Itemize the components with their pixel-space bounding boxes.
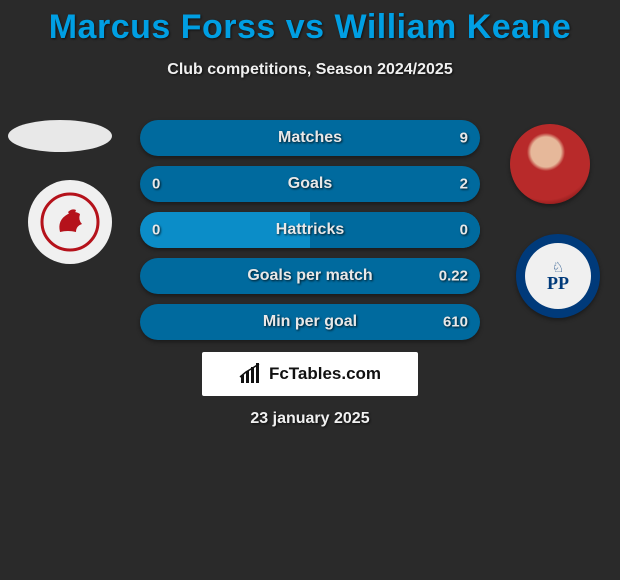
preston-north-end-crest: ♘ PP (516, 234, 600, 318)
fctables-logo[interactable]: FcTables.com (202, 352, 418, 396)
stat-row-goals: 0 Goals 2 (140, 166, 480, 202)
stat-label: Min per goal (263, 313, 357, 331)
bar-chart-icon (239, 363, 263, 385)
stat-left-value: 0 (152, 176, 160, 193)
date-text: 23 january 2025 (0, 410, 620, 428)
preston-monogram: PP (547, 274, 569, 292)
marcus-forss-avatar (8, 120, 112, 152)
stat-right-value: 2 (460, 176, 468, 193)
stat-row-min-per-goal: Min per goal 610 (140, 304, 480, 340)
stat-right-value: 0 (460, 222, 468, 239)
lamb-icon: ♘ (552, 260, 565, 274)
stat-row-matches: Matches 9 (140, 120, 480, 156)
middlesbrough-crest (28, 180, 112, 264)
page-subtitle: Club competitions, Season 2024/2025 (0, 61, 620, 79)
stat-label: Matches (278, 129, 342, 147)
stat-label: Goals (288, 175, 332, 193)
stat-label: Hattricks (276, 221, 344, 239)
stats-panel: Matches 9 0 Goals 2 0 Hattricks 0 Goals … (140, 120, 480, 350)
stat-row-goals-per-match: Goals per match 0.22 (140, 258, 480, 294)
page-title: Marcus Forss vs William Keane (0, 0, 620, 47)
stat-row-hattricks: 0 Hattricks 0 (140, 212, 480, 248)
logo-text: FcTables.com (269, 364, 381, 384)
stat-right-value: 9 (460, 130, 468, 147)
stat-right-value: 0.22 (439, 268, 468, 285)
william-keane-avatar (510, 124, 590, 204)
stat-right-value: 610 (443, 314, 468, 331)
lion-crest-icon (40, 192, 100, 252)
stat-label: Goals per match (247, 267, 372, 285)
stat-left-value: 0 (152, 222, 160, 239)
